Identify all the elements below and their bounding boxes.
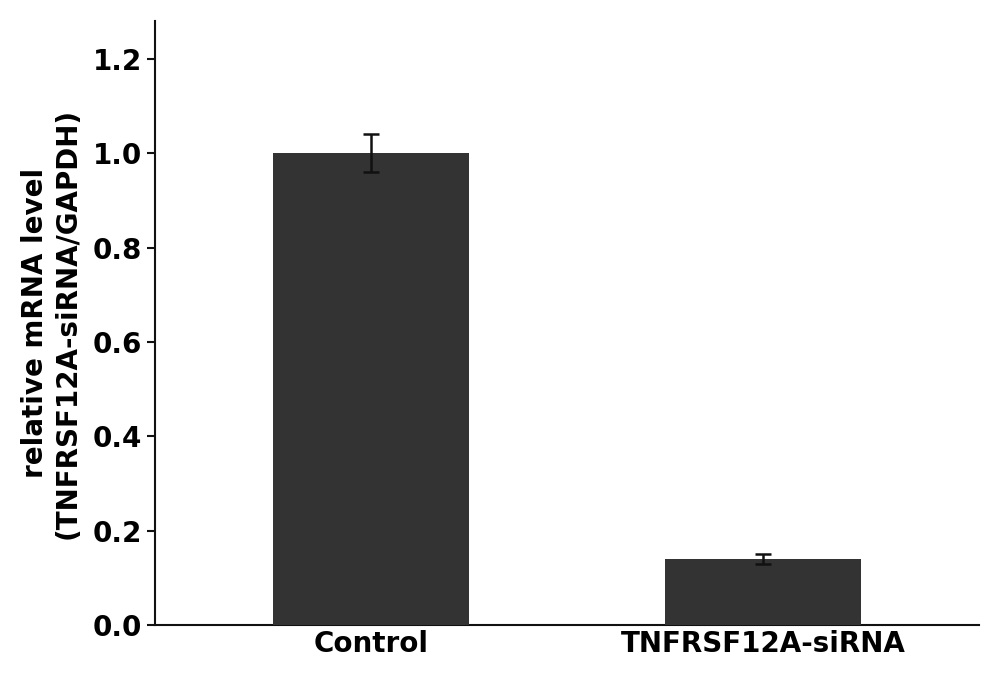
Bar (273, 153, 469, 625)
Bar (665, 559, 861, 625)
Y-axis label: relative mRNA level
(TNFRSF12A-siRNA/GAPDH): relative mRNA level (TNFRSF12A-siRNA/GAP… (21, 107, 81, 538)
